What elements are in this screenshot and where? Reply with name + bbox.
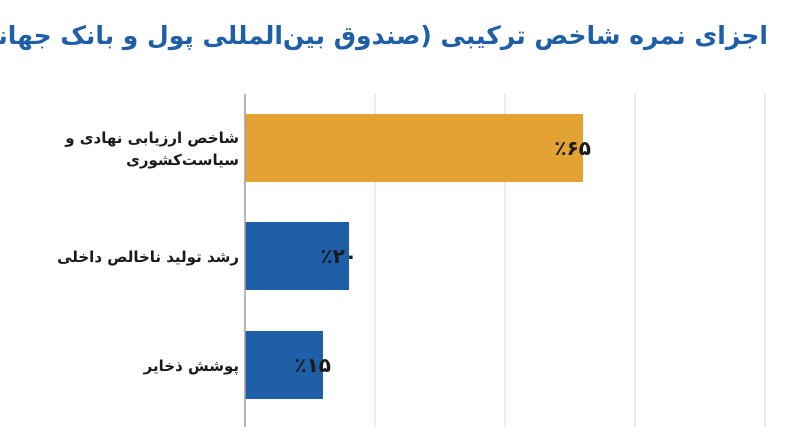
data-label: ٪۱۵ [294,353,331,377]
category-label: پوشش ذخایر [143,357,239,376]
labels: ٪۶۵ شاخص ارزیابی نهادی و سیاست‌کشوری ٪۲۰ رشد… [57,129,591,377]
chart-title: اجزای نمره شاخص ترکیبی (صندوق بین‌المللی… [0,21,768,50]
data-label: ٪۲۰ [320,244,357,268]
data-label: ٪۶۵ [554,136,591,160]
bars [245,114,583,399]
category-label: سیاست‌کشوری [126,151,239,169]
bar [245,331,323,399]
category-label: شاخص ارزیابی نهادی و [64,129,239,147]
category-label: رشد تولید ناخالص داخلی [57,248,239,266]
bar [245,222,349,290]
bar [245,114,583,182]
